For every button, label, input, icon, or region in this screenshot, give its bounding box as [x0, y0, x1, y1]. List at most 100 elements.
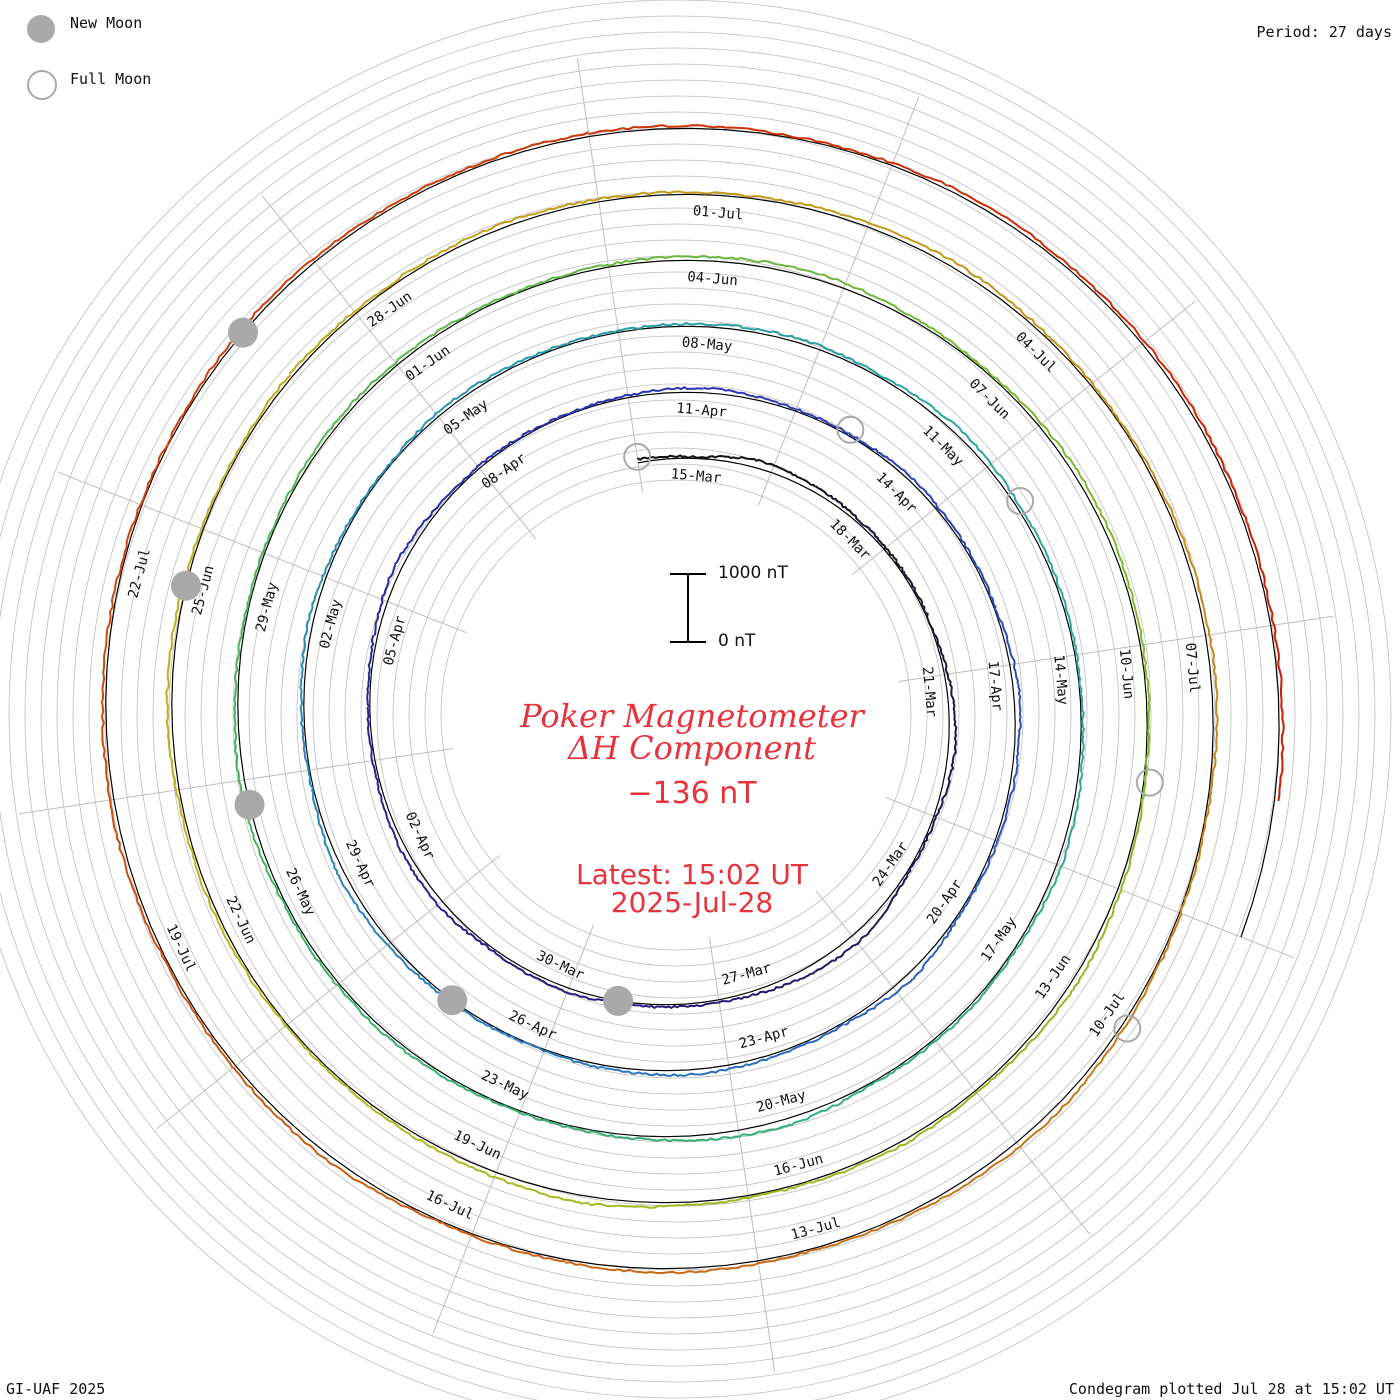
trace-segment	[708, 323, 800, 340]
trace-segment	[839, 213, 955, 262]
trace-segment	[934, 754, 956, 818]
grid-ring	[392, 431, 960, 999]
radial-grid-spokes	[19, 58, 1333, 1372]
date-label: 15-Mar	[670, 466, 722, 486]
trace-segment	[524, 1041, 605, 1069]
trace-segment	[182, 473, 227, 586]
trace-segment	[636, 454, 698, 461]
trace-segment	[288, 293, 380, 375]
trace-segment	[1120, 781, 1147, 891]
date-label: 20-May	[755, 1087, 808, 1116]
trace-segment	[598, 190, 720, 201]
trace-segment	[496, 1102, 592, 1134]
grid-ring	[248, 287, 1104, 1143]
grid-ring	[328, 367, 1024, 1063]
trace-segment	[820, 1198, 941, 1250]
date-label: 23-Apr	[737, 1024, 790, 1053]
trace-segment	[814, 930, 871, 973]
trace-segment	[221, 928, 287, 1027]
trace-segment	[224, 374, 292, 475]
date-label: 08-May	[681, 335, 733, 355]
scale-bottom-label: 0 nT	[718, 631, 756, 651]
trace-segment	[101, 568, 122, 701]
trace-segment	[912, 912, 962, 981]
full-moon-marker	[1006, 487, 1035, 515]
date-label: 07-Jun	[966, 376, 1013, 423]
new-moon-legend-icon	[27, 15, 55, 43]
grid-ring	[360, 399, 992, 1031]
trace-segment	[917, 318, 1004, 387]
trace-segment	[1124, 913, 1183, 1028]
trace-segment	[938, 1125, 1046, 1200]
trace-segment	[378, 230, 483, 295]
grid-spoke	[708, 937, 776, 1372]
grid-ring	[24, 63, 1328, 1367]
grid-ring	[296, 335, 1056, 1095]
trace-segment	[820, 273, 919, 321]
trace-segment	[531, 329, 619, 358]
grid-ring	[280, 319, 1072, 1111]
date-label: 10-Jul	[1086, 989, 1128, 1040]
grid-ring	[104, 143, 1248, 1287]
trace-segment	[340, 462, 392, 537]
date-label: 07-Jul	[1182, 642, 1203, 694]
trace-segment	[467, 1165, 578, 1204]
baseline-spiral	[105, 127, 1280, 1270]
trace-segment	[1073, 466, 1124, 566]
trace-segment	[299, 705, 314, 792]
grid-spoke	[261, 195, 537, 540]
new-moon-marker	[603, 985, 634, 1016]
grid-spoke	[898, 615, 1333, 683]
trace-segment	[685, 993, 753, 1008]
trace-segment	[714, 255, 821, 276]
trace-segment	[697, 454, 760, 462]
trace-segment	[694, 1247, 822, 1274]
trace-segment	[905, 816, 938, 876]
trace-segment	[100, 700, 118, 834]
date-label: 01-Jun	[403, 342, 454, 384]
grid-ring	[424, 463, 928, 967]
trace-segment	[565, 1261, 695, 1275]
grid-ring	[408, 447, 944, 983]
trace-segment	[166, 329, 242, 445]
trace-segment	[769, 1022, 845, 1059]
full-moon-marker	[1135, 768, 1164, 797]
trace-segment	[1078, 677, 1086, 773]
chart-title: Poker Magnetometer	[520, 697, 864, 735]
trace-segment	[239, 238, 341, 331]
new-moon-marker	[171, 570, 201, 601]
grid-ring	[264, 303, 1088, 1127]
grid-spoke	[815, 890, 1091, 1235]
trace-segment	[119, 443, 170, 569]
trace-segment	[875, 1024, 956, 1083]
trace-segment	[308, 535, 342, 619]
date-label: 05-Apr	[381, 614, 409, 667]
trace-segment	[165, 584, 185, 703]
trace-segment	[337, 983, 411, 1056]
grid-ring	[440, 479, 912, 951]
date-label: 14-Apr	[873, 470, 920, 517]
trace-segment	[588, 124, 726, 135]
date-label: 17-Apr	[985, 660, 1006, 712]
date-label: 14-May	[1050, 654, 1071, 706]
trace-segment	[408, 1054, 498, 1105]
trace-segment	[390, 398, 455, 464]
trace-segment	[627, 386, 704, 397]
trace-segment	[366, 706, 377, 779]
trace-segment	[457, 131, 589, 174]
moon-markers	[171, 317, 1164, 1043]
trace-segment	[339, 170, 459, 240]
date-label: 13-Jun	[1032, 952, 1074, 1003]
trace-segment	[1057, 586, 1081, 679]
trace-segment	[373, 564, 397, 636]
trace-segment	[996, 763, 1019, 842]
date-label: 17-May	[978, 914, 1020, 965]
trace-segment	[869, 875, 909, 932]
grid-spoke	[156, 854, 501, 1130]
trace-segment	[368, 1104, 469, 1167]
trace-segment	[932, 628, 953, 690]
trace-segment	[491, 417, 558, 456]
date-label: 30-Mar	[534, 948, 587, 984]
trace-segment	[1049, 337, 1130, 434]
